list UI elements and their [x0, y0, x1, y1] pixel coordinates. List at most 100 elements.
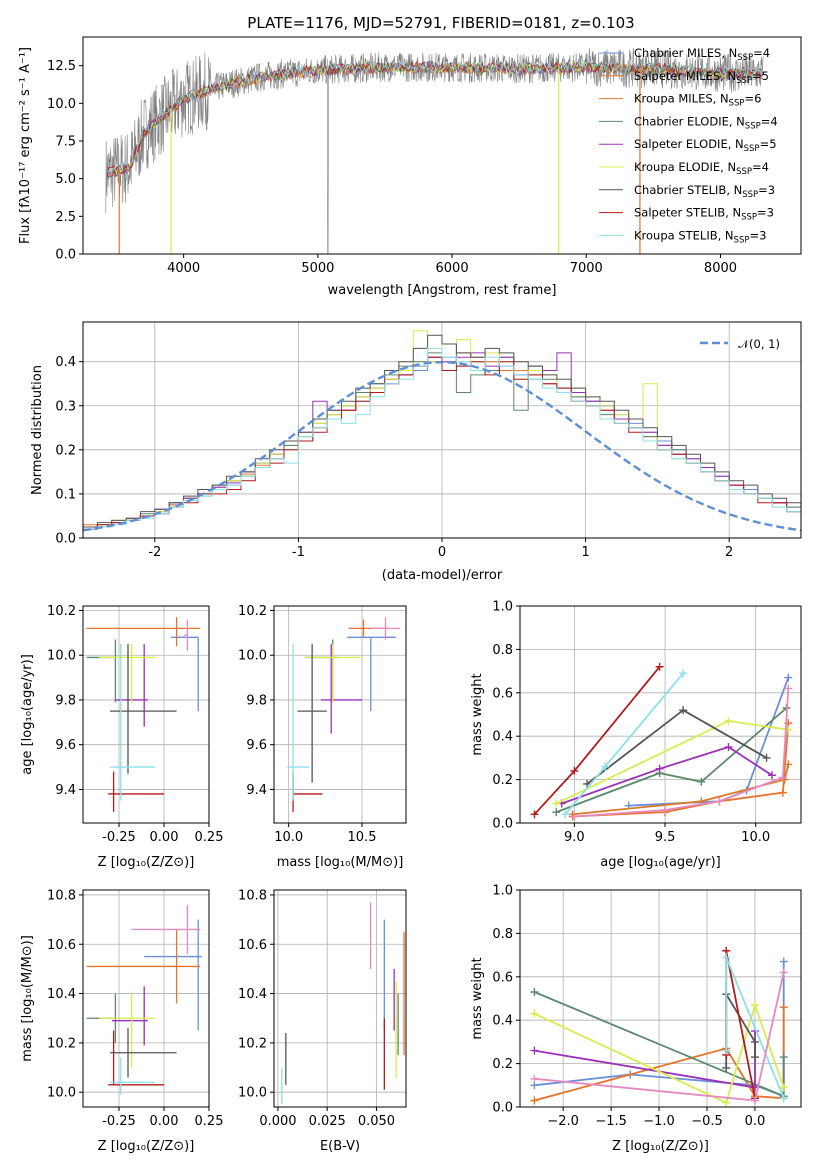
x-tick-label: -2 [148, 545, 161, 560]
y-axis-label: Normed distribution [30, 365, 45, 495]
x-tick-label: 0.0 [745, 1114, 766, 1129]
legend-label: Kroupa STELIB, NSSP=3 [634, 228, 766, 245]
y-tick-label: 10.6 [238, 938, 267, 953]
legend-subscript: SSP [736, 76, 752, 86]
y-tick-label: 10.2 [47, 604, 76, 619]
y-tick-label: 9.4 [246, 783, 267, 798]
gaussian-curve [83, 360, 801, 532]
axes-residuals: -2 -1 0 1 2 0.0 0.1 0.2 0.3 0.4 (data-model)/error… [30, 321, 802, 583]
weight-marker [552, 808, 561, 817]
y-tick-label: 5.0 [55, 172, 76, 187]
y-tick-label: 2.5 [55, 210, 76, 225]
errorbar-point [110, 1028, 177, 1078]
weight-line [725, 950, 756, 1099]
errorbar-point [292, 771, 323, 812]
legend-label: Salpeter ELODIE, NSSP=5 [634, 137, 777, 154]
legend-subscript: SSP [737, 53, 753, 63]
legend-suffix: =3 [757, 206, 774, 220]
legend-suffix: =5 [752, 69, 769, 83]
axes-mass-vs-EBV: 0.000 0.025 0.050 10.0 10.2 10.4 10.6 10.8 E(B-V… [238, 888, 407, 1154]
legend-suffix: =5 [760, 137, 777, 151]
x-tick-label: 8000 [704, 261, 737, 276]
weight-marker [530, 1009, 539, 1018]
weight-marker [715, 797, 724, 806]
weight-marker [601, 762, 610, 771]
weight-marker [530, 987, 539, 996]
x-axis-label: E(B-V) [320, 1139, 360, 1154]
x-tick-label: 5000 [301, 261, 334, 276]
x-tick-label: 10.0 [741, 830, 770, 845]
y-tick-label: 9.8 [55, 693, 76, 708]
weight-series [552, 717, 793, 808]
weight-marker [779, 1053, 788, 1062]
legend-label: Kroupa ELODIE, NSSP=4 [634, 160, 769, 177]
y-tick-label: 10.2 [238, 604, 267, 619]
x-axis-label: (data-model)/error [382, 568, 503, 583]
weight-marker [784, 684, 793, 693]
y-tick-label: 0.4 [492, 1014, 513, 1029]
y-tick-label: 0.4 [492, 730, 513, 745]
weight-line [533, 666, 661, 815]
weight-marker [750, 1053, 759, 1062]
weight-marker [661, 805, 670, 814]
weight-marker [722, 1098, 731, 1107]
y-tick-label: 10.8 [238, 888, 267, 903]
x-tick-label: 6000 [436, 261, 469, 276]
weight-series [568, 760, 793, 819]
weight-series [583, 706, 771, 788]
x-axis-label: mass [log₁₀(M/M⊙)] [277, 855, 404, 870]
weight-line [561, 746, 773, 805]
y-axis-label: mass weight [470, 673, 485, 755]
errorbar-point [86, 639, 117, 703]
x-tick-label: 7000 [570, 261, 603, 276]
axes-massweight-vs-Z: −2.0 −1.5 −1.0 −0.5 0.0 0.0 0.2 0.4 0.6 0.8 1.0 Z [… [470, 884, 802, 1154]
errorbar-point [131, 904, 200, 955]
weight-marker [561, 810, 570, 819]
y-axis-label: Flux [fλ10⁻¹⁷ erg cm⁻² s⁻¹ A⁻¹] [18, 47, 33, 244]
x-axis-label: age [log₁₀(age/yr)] [600, 855, 721, 870]
x-tick-label: -0.25 [102, 1114, 136, 1129]
x-axis-label: wavelength [Angstrom, rest frame] [328, 283, 557, 298]
weight-marker [722, 1046, 731, 1055]
x-tick-label: 10.0 [274, 830, 303, 845]
weight-marker [679, 706, 688, 715]
errorbar-point [110, 644, 155, 801]
x-axis-label: Z [log₁₀(Z/Z⊙)] [98, 1139, 195, 1154]
legend-label: 𝒩(0, 1) [738, 337, 780, 351]
y-tick-label: 10.0 [238, 1086, 267, 1101]
legend-label: Chabrier STELIB, NSSP=3 [634, 183, 775, 200]
y-tick-label: 12.5 [47, 59, 76, 74]
errorbar-point [370, 617, 401, 640]
x-tick-label: 10.5 [348, 830, 377, 845]
plot-area-age-vs-mass [287, 617, 401, 812]
axes-frame-mass-vs-EBV [273, 889, 407, 1108]
weight-marker [784, 673, 793, 682]
y-tick-label: 0.8 [492, 643, 513, 658]
plot-area-residuals [83, 330, 801, 538]
x-tick-label: 0.00 [150, 830, 179, 845]
axes-frame-massweight-vs-Z [519, 889, 802, 1108]
x-tick-label: 0 [438, 545, 446, 560]
y-tick-label: 9.6 [246, 738, 267, 753]
weight-series [561, 669, 688, 819]
x-tick-label: −2.0 [547, 1114, 579, 1129]
y-tick-label: 0.0 [55, 248, 76, 263]
weight-marker [724, 743, 733, 752]
weight-marker [679, 669, 688, 678]
plot-area-massweight-vs-age [530, 662, 793, 821]
y-tick-label: 9.6 [55, 738, 76, 753]
x-axis-label: Z [log₁₀(Z/Z⊙)] [98, 855, 195, 870]
y-tick-label: 10.0 [47, 1086, 76, 1101]
x-tick-label: −1.0 [643, 1114, 675, 1129]
errorbar-point [99, 993, 155, 1068]
x-tick-label: 0.000 [259, 1114, 296, 1129]
legend-suffix: =4 [752, 160, 769, 174]
errorbar-point [110, 644, 177, 774]
weight-marker [750, 1096, 759, 1105]
y-tick-label: 10.0 [47, 649, 76, 664]
errorbar-point [99, 644, 155, 703]
y-tick-label: 10.8 [47, 888, 76, 903]
x-tick-label: 0.025 [309, 1114, 346, 1129]
plot-area-spectrum [105, 48, 764, 254]
errorbar-point [304, 644, 361, 703]
